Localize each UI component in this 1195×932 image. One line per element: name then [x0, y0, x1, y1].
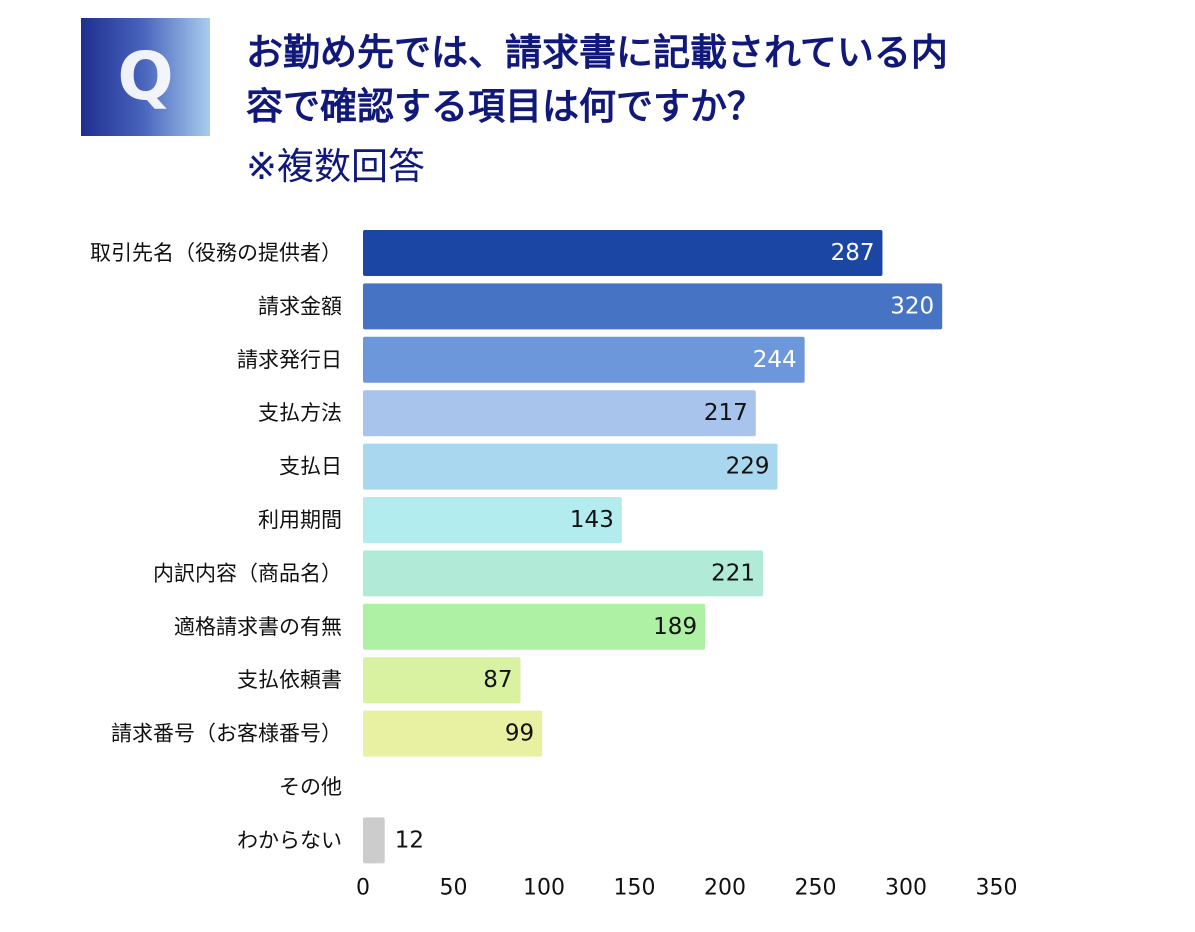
bar	[363, 336, 805, 383]
question-badge-letter: Q	[117, 38, 174, 115]
x-tick-label: 100	[523, 876, 565, 901]
category-label: 支払方法	[258, 401, 342, 425]
category-label: わからない	[237, 828, 342, 852]
category-label: 適格請求書の有無	[174, 615, 342, 639]
data-label: 87	[483, 667, 512, 693]
multiple-answer-note: ※複数回答	[246, 145, 426, 188]
question-title: お勤め先では、請求書に記載されている内 容で確認する項目は何ですか？	[246, 26, 1166, 134]
category-label: 内訳内容（商品名）	[153, 561, 342, 585]
data-label: 99	[505, 721, 534, 747]
category-label: 請求発行日	[237, 348, 342, 372]
x-tick-label: 250	[795, 876, 837, 901]
data-label: 143	[570, 507, 614, 533]
bar	[363, 390, 756, 437]
question-badge: Q	[81, 18, 210, 136]
x-tick-label: 50	[440, 876, 468, 901]
data-label: 12	[395, 827, 424, 853]
bar	[363, 710, 543, 757]
bar	[363, 603, 706, 650]
data-label: 189	[653, 614, 697, 640]
bar	[363, 550, 764, 597]
category-label: その他	[279, 775, 342, 799]
data-label: 244	[753, 347, 797, 373]
data-label: 229	[726, 454, 770, 480]
category-label: 請求番号（お客様番号）	[111, 722, 342, 746]
category-label: 支払日	[279, 455, 342, 479]
bar	[363, 443, 778, 490]
category-label: 利用期間	[258, 508, 342, 532]
bar	[363, 230, 883, 276]
x-tick-label: 300	[885, 876, 927, 901]
bar	[363, 283, 943, 330]
x-tick-label: 150	[614, 876, 656, 901]
category-label: 支払依頼書	[237, 668, 342, 692]
x-tick-label: 350	[976, 876, 1018, 901]
data-label: 320	[890, 293, 934, 319]
question-title-line-2: 容で確認する項目は何ですか？	[246, 85, 764, 128]
data-label: 221	[711, 560, 755, 586]
bar	[363, 657, 521, 704]
category-label: 取引先名（役務の提供者）	[90, 241, 342, 265]
data-label: 217	[704, 400, 748, 426]
bar	[363, 497, 622, 543]
bar	[363, 817, 385, 864]
question-title-line-1: お勤め先では、請求書に記載されている内	[246, 31, 948, 74]
x-tick-label: 200	[704, 876, 746, 901]
data-label: 287	[831, 240, 875, 266]
category-label: 請求金額	[258, 294, 342, 318]
x-tick-label: 0	[356, 876, 370, 901]
